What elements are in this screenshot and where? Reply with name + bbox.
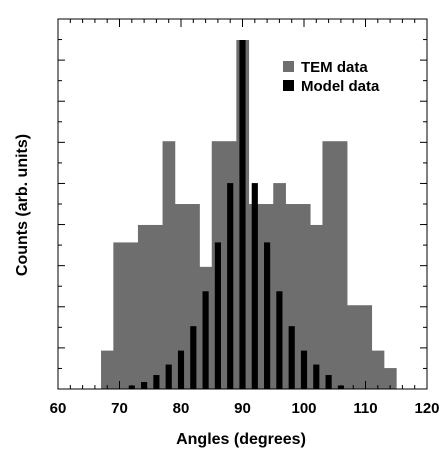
model-bar <box>165 364 172 389</box>
tem-bar <box>150 224 163 389</box>
tem-bar <box>359 305 373 389</box>
tem-bar <box>113 242 127 389</box>
tem-bar <box>371 350 385 389</box>
tem-bar <box>162 141 176 389</box>
x-tick-label: 70 <box>111 400 128 417</box>
tem-bar <box>137 224 151 389</box>
model-bar <box>177 350 185 389</box>
x-tick-label: 90 <box>234 400 251 417</box>
model-bars <box>128 40 344 389</box>
tem-bar <box>322 141 336 389</box>
tem-bar <box>310 224 323 389</box>
model-bar <box>190 326 197 389</box>
model-bar <box>264 242 271 389</box>
tem-bar <box>347 305 360 389</box>
tem-bar <box>383 368 397 389</box>
model-bar <box>239 40 246 389</box>
x-tick-label: 80 <box>173 400 190 417</box>
y-ticks <box>58 18 427 390</box>
model-bar <box>313 364 320 389</box>
model-bar <box>251 183 258 389</box>
legend-label-model: Model data <box>301 78 380 95</box>
legend-swatch-model <box>283 80 294 91</box>
tem-bar <box>125 242 139 389</box>
tem-bar <box>174 204 188 389</box>
x-tick-label: 60 <box>50 400 67 417</box>
tem-bar <box>101 350 114 389</box>
legend: TEM data Model data <box>283 59 380 95</box>
x-ticks: 60 70 80 90 100 110 120 <box>50 19 440 417</box>
model-bar <box>288 326 295 389</box>
model-bar <box>202 291 209 389</box>
tem-bar <box>297 204 311 389</box>
legend-swatch-tem <box>283 61 294 72</box>
x-tick-label: 110 <box>353 400 377 417</box>
legend-label-tem: TEM data <box>301 59 368 76</box>
model-bar <box>214 242 221 389</box>
tem-bar <box>334 141 348 389</box>
x-axis-label: Angles (degrees) <box>176 431 306 448</box>
x-tick-label: 100 <box>291 400 316 417</box>
model-bar <box>276 291 283 389</box>
y-axis-label: Counts (arb. units) <box>14 134 31 276</box>
model-bar <box>153 375 160 389</box>
x-tick-label: 120 <box>414 400 439 417</box>
model-bar <box>227 183 234 389</box>
model-bar <box>300 350 308 389</box>
model-bar <box>325 375 332 389</box>
